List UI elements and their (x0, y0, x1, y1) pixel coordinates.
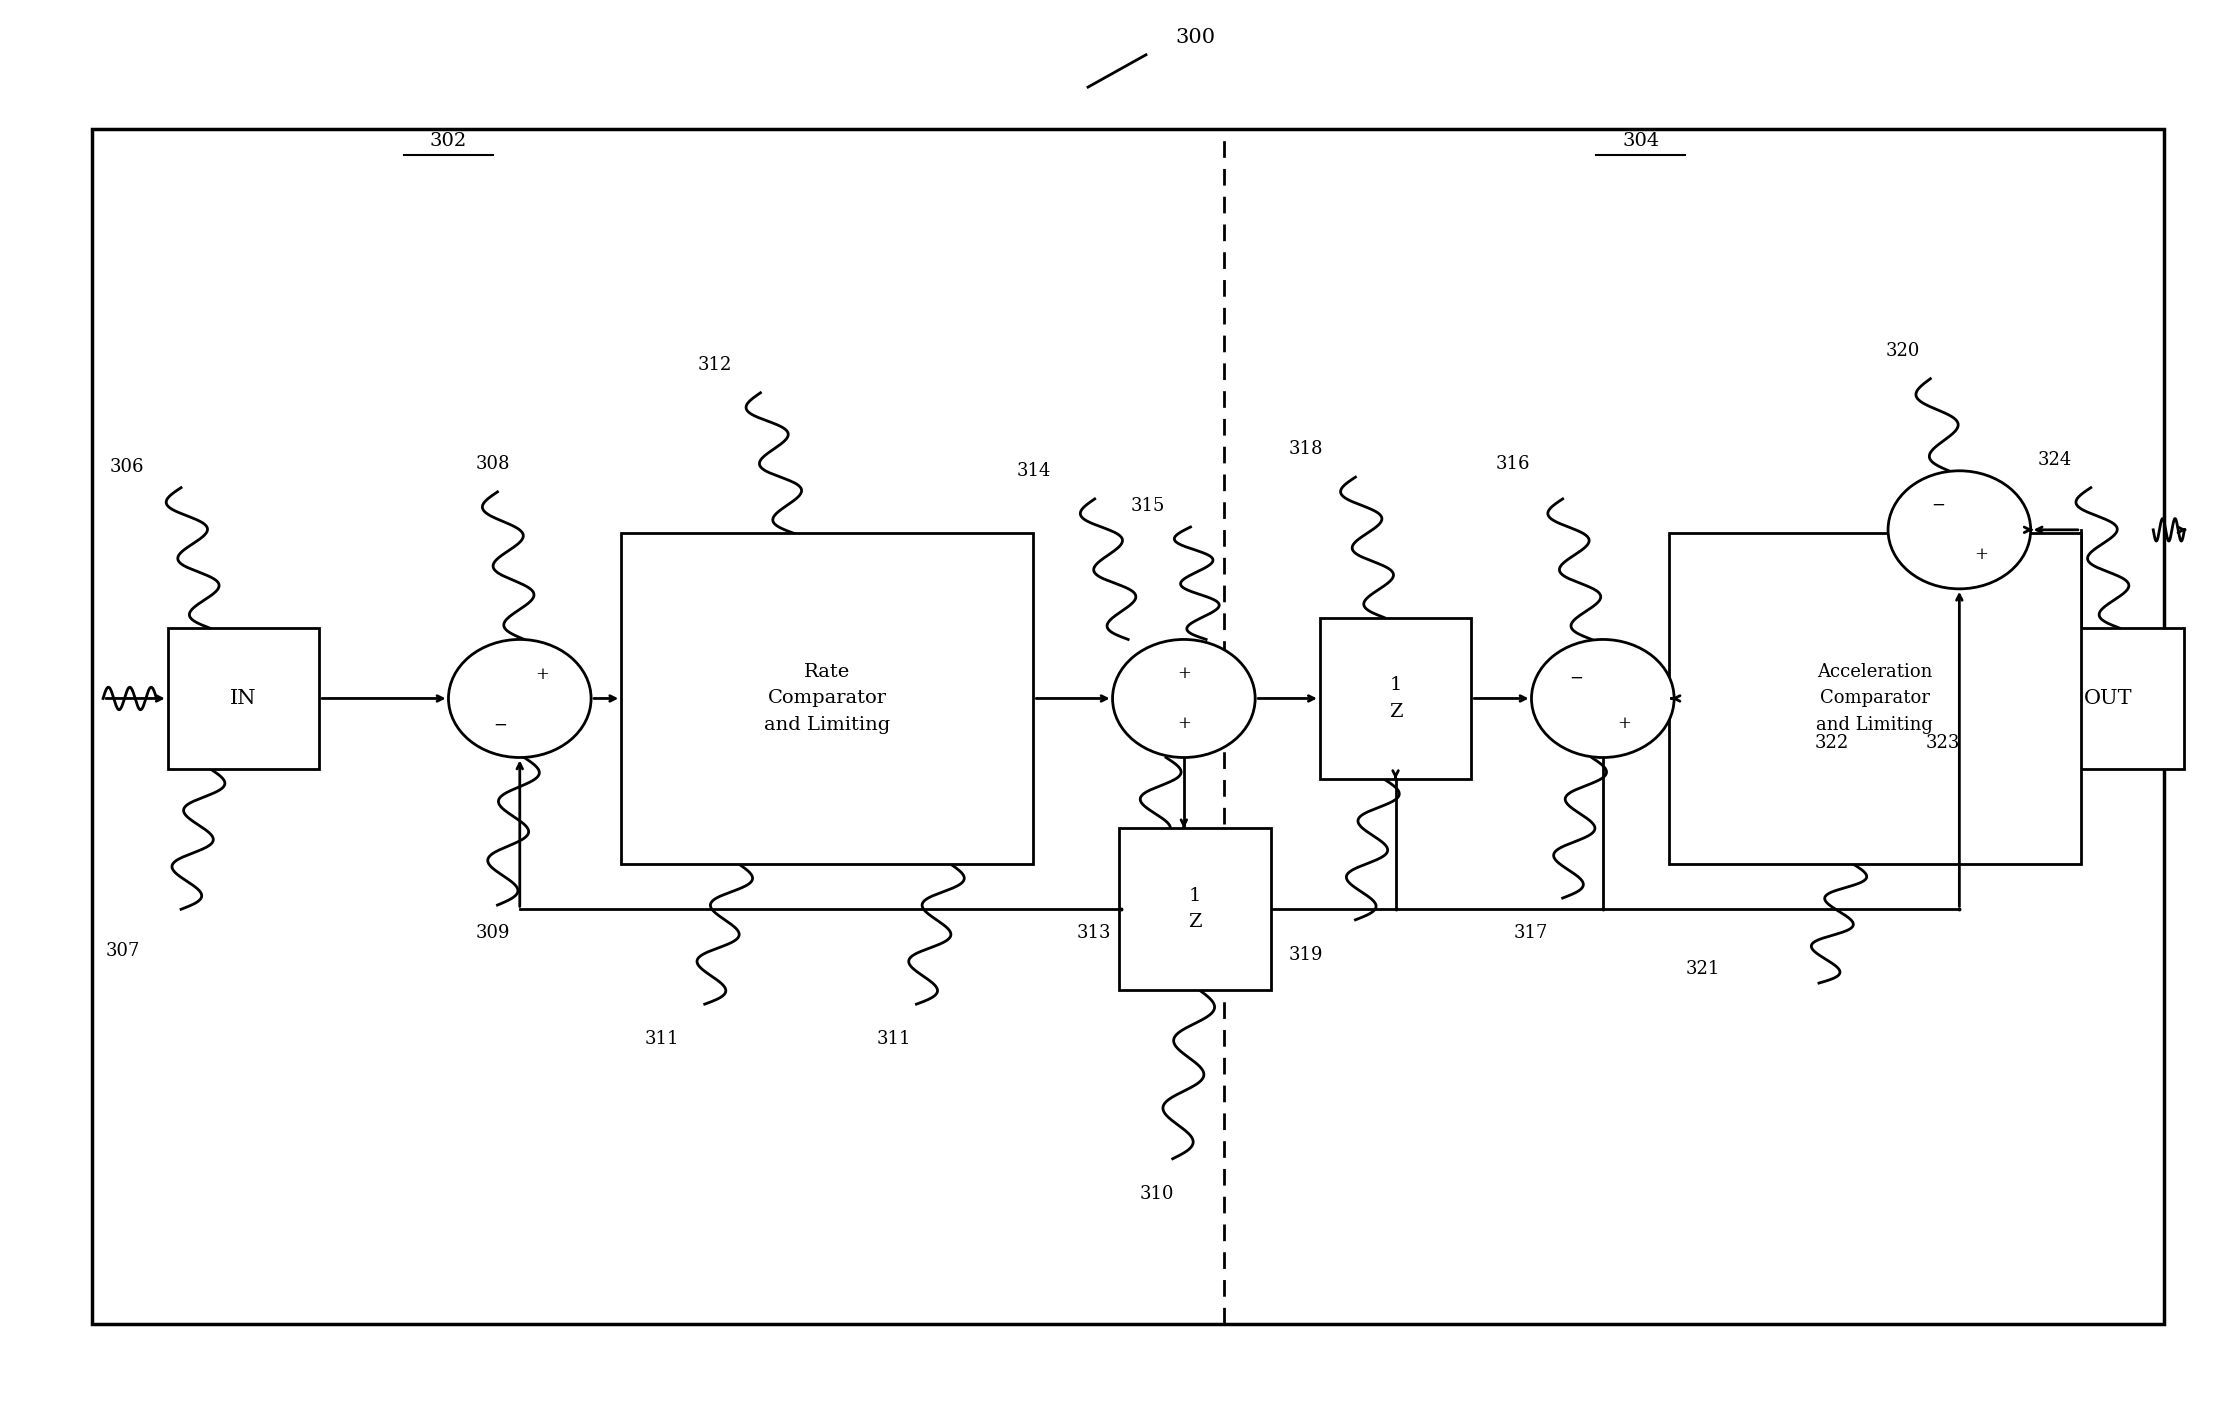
Bar (621, 533, 1034, 864)
Text: +: + (1617, 715, 1631, 732)
Ellipse shape (449, 639, 592, 758)
Text: 317: 317 (1515, 924, 1548, 943)
Text: +: + (1975, 546, 1988, 563)
Text: 318: 318 (1289, 440, 1323, 459)
Text: 1
Z: 1 Z (1390, 676, 1403, 721)
Text: 304: 304 (1622, 133, 1660, 151)
Text: 313: 313 (1077, 924, 1110, 943)
Text: 322: 322 (1814, 735, 1850, 752)
Text: 311: 311 (876, 1030, 911, 1048)
Text: 300: 300 (1175, 28, 1215, 48)
Text: 324: 324 (2037, 450, 2071, 468)
Text: 320: 320 (1885, 341, 1921, 360)
Ellipse shape (1113, 639, 1256, 758)
Text: 316: 316 (1497, 454, 1530, 473)
Text: 323: 323 (1926, 735, 1959, 752)
Bar (1320, 618, 1472, 779)
Text: 321: 321 (1684, 959, 1720, 978)
Text: −: − (1930, 497, 1946, 514)
Text: 1
Z: 1 Z (1188, 888, 1202, 931)
Text: 302: 302 (429, 133, 467, 151)
Bar (1669, 533, 2080, 864)
Bar (92, 130, 2165, 1324)
Text: 310: 310 (1139, 1185, 1173, 1204)
Text: +: + (1177, 665, 1191, 682)
Text: −: − (1568, 669, 1582, 686)
Text: +: + (536, 666, 550, 683)
Text: 306: 306 (109, 457, 145, 476)
Text: 308: 308 (476, 454, 509, 473)
Text: IN: IN (230, 689, 257, 708)
Text: 314: 314 (1016, 461, 1050, 480)
Text: 309: 309 (476, 924, 509, 943)
Text: OUT: OUT (2084, 689, 2133, 708)
Text: +: + (1177, 715, 1191, 732)
Text: 319: 319 (1289, 945, 1323, 964)
Text: 311: 311 (646, 1030, 679, 1048)
Ellipse shape (1533, 639, 1673, 758)
Text: 312: 312 (697, 356, 733, 374)
Text: 307: 307 (105, 943, 141, 961)
Bar (168, 628, 319, 769)
Text: −: − (494, 717, 507, 734)
Ellipse shape (1888, 471, 2031, 588)
Text: Acceleration
Comparator
and Limiting: Acceleration Comparator and Limiting (1816, 663, 1932, 734)
Bar (1119, 828, 1271, 991)
Bar (2033, 628, 2185, 769)
Text: 315: 315 (1130, 497, 1164, 515)
Text: Rate
Comparator
and Limiting: Rate Comparator and Limiting (764, 663, 891, 734)
